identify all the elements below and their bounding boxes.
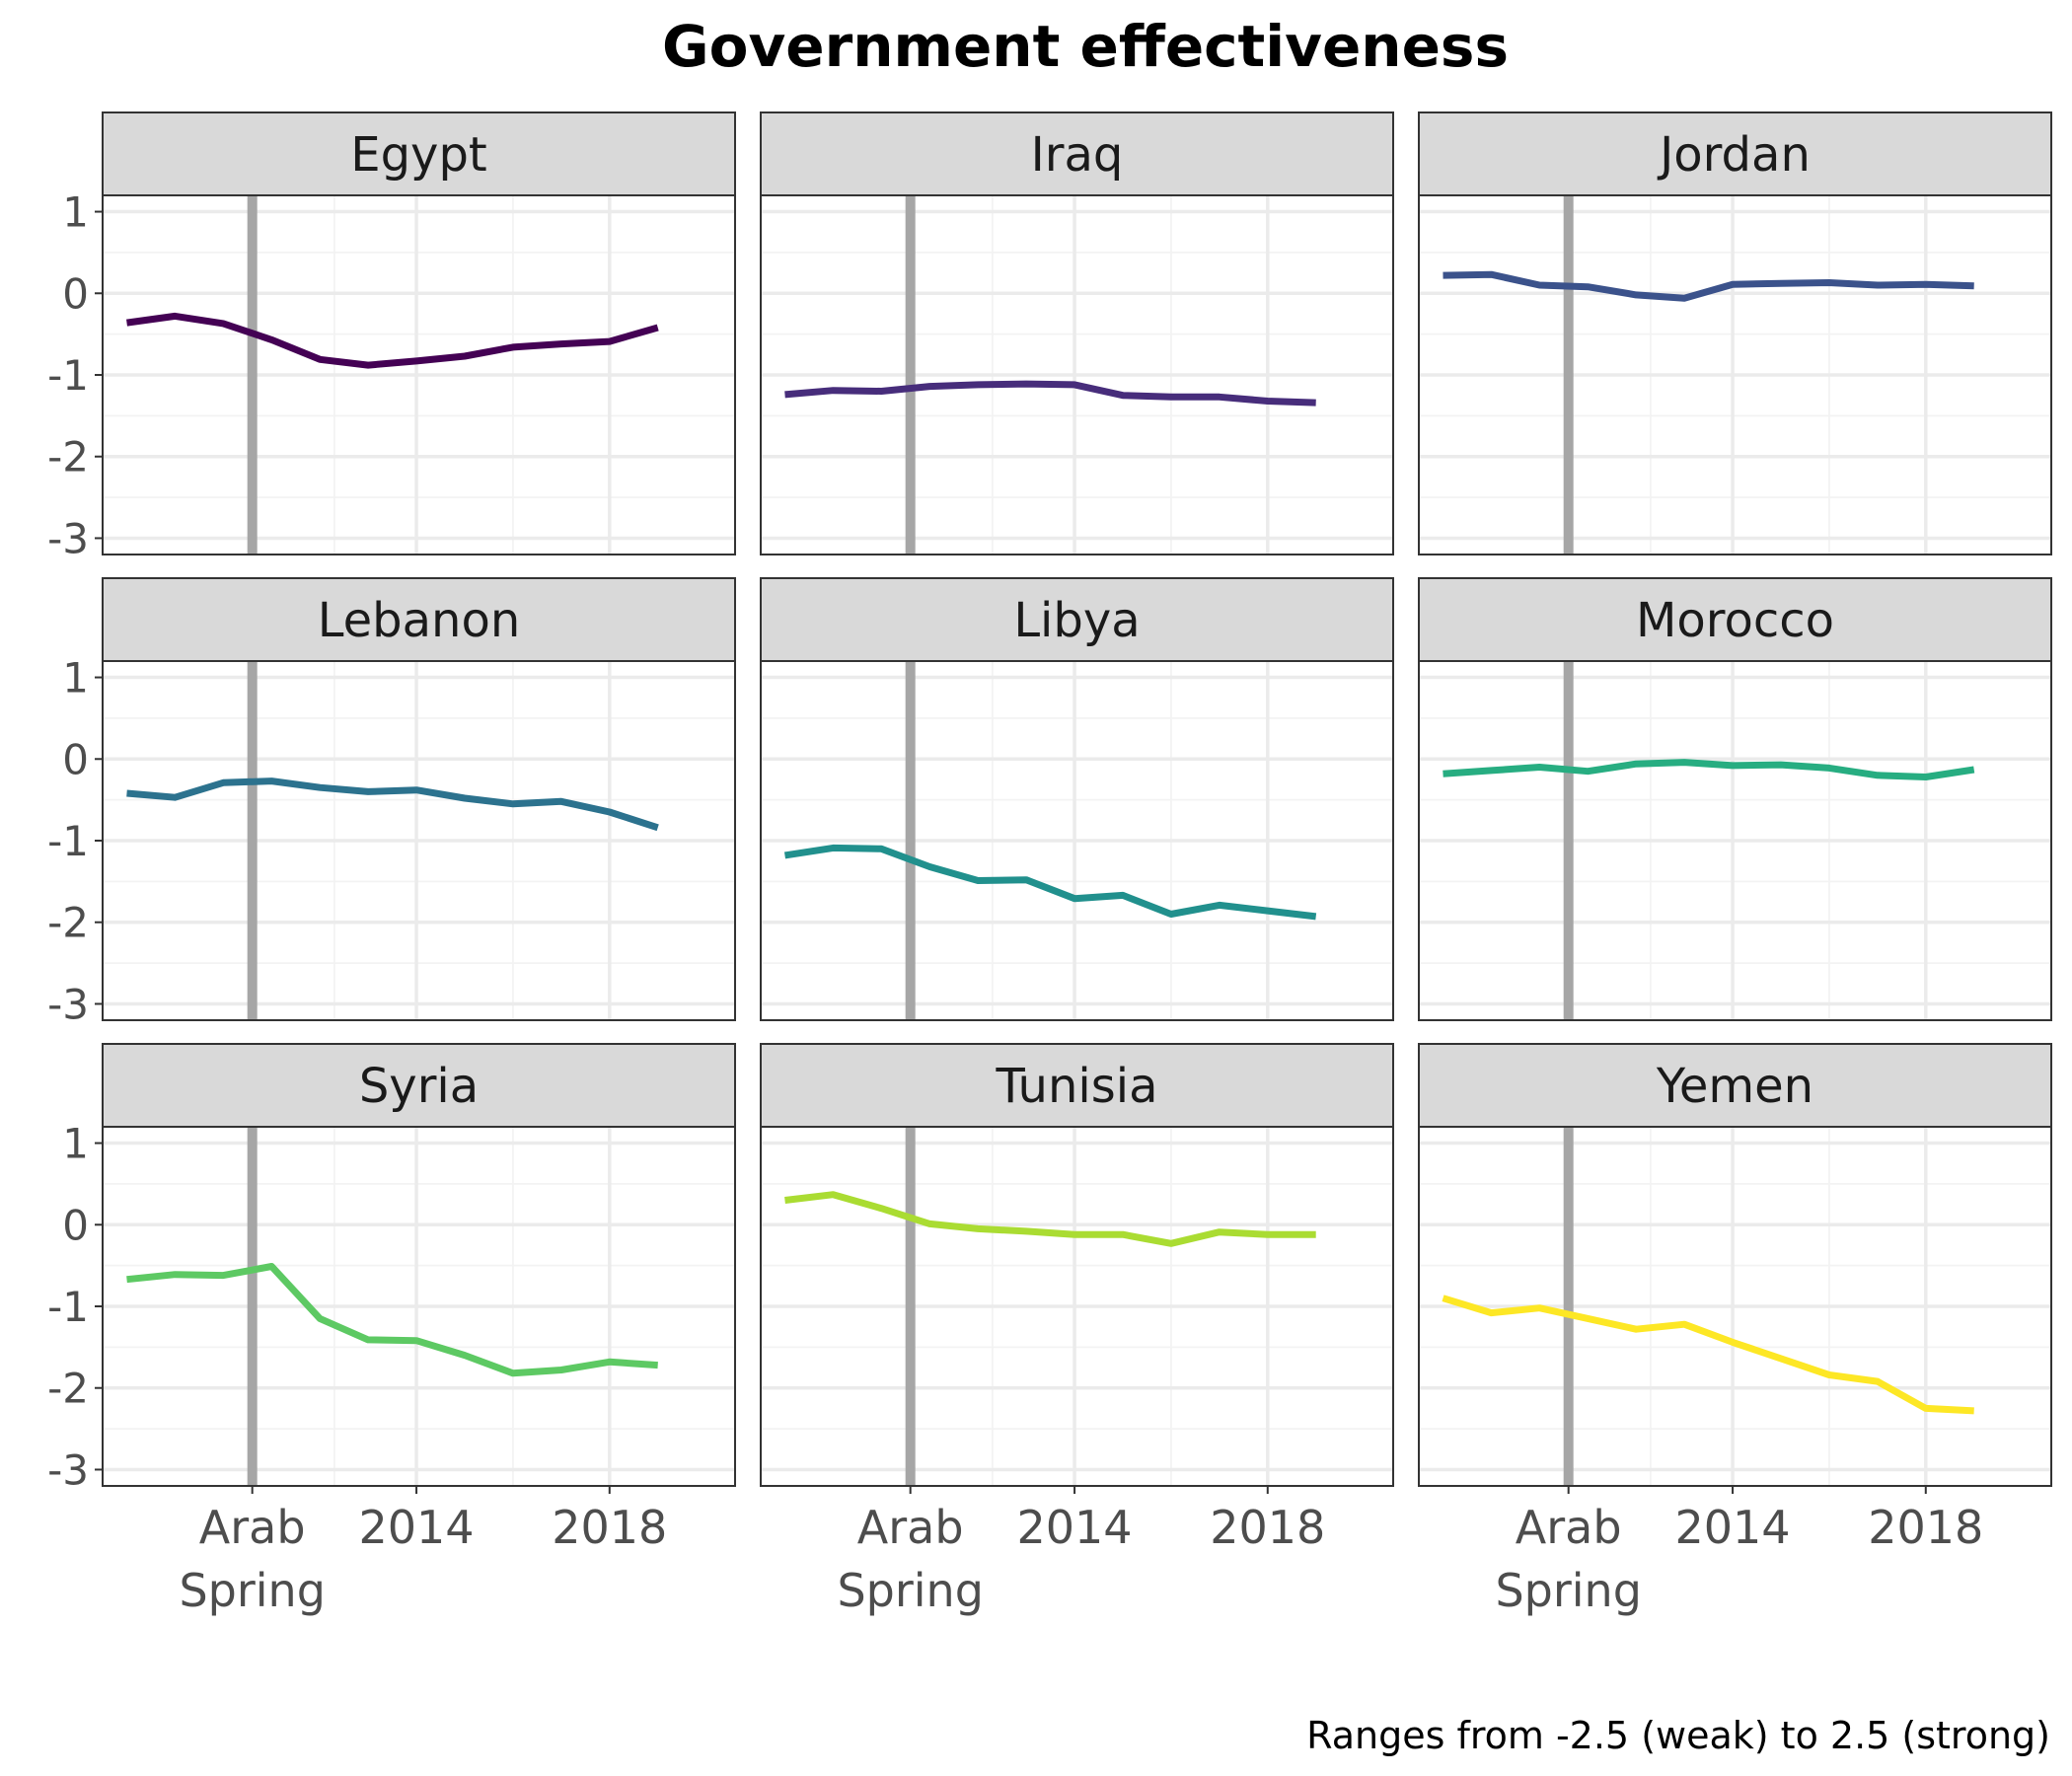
facet-label: Morocco bbox=[1636, 593, 1834, 648]
chart-caption: Ranges from -2.5 (weak) to 2.5 (strong) bbox=[1306, 1714, 2050, 1757]
x-tick-label: Arab Spring bbox=[837, 1501, 983, 1617]
series-line-lebanon bbox=[126, 777, 659, 832]
series-line-egypt bbox=[126, 312, 659, 369]
facet-border bbox=[760, 194, 1394, 555]
facet-strip bbox=[102, 1043, 736, 1128]
y-tick-label: -3 bbox=[47, 1445, 89, 1494]
facet-label: Jordan bbox=[1657, 127, 1811, 183]
facet-strip bbox=[760, 1043, 1394, 1128]
facet-libya: Libya bbox=[760, 577, 1394, 1021]
series-line-yemen bbox=[1442, 1295, 1974, 1415]
series-line-tunisia bbox=[784, 1191, 1316, 1247]
facet-jordan: Jordan bbox=[1418, 111, 2052, 555]
x-tick-label: 2014 bbox=[359, 1501, 475, 1554]
x-tick-label: Arab Spring bbox=[179, 1501, 325, 1617]
facet-iraq: Iraq bbox=[760, 111, 1394, 555]
y-tick-label: -2 bbox=[47, 899, 89, 947]
facet-border bbox=[760, 1126, 1394, 1487]
x-tick-label-line: Spring bbox=[837, 1564, 983, 1617]
y-tick-label: -2 bbox=[47, 1365, 89, 1413]
x-tick-label: 2018 bbox=[1868, 1501, 1983, 1554]
y-tick-label: 0 bbox=[62, 735, 89, 783]
x-tick-label: 2018 bbox=[1210, 1501, 1325, 1554]
facet-border bbox=[1418, 194, 2052, 555]
series-line-iraq bbox=[784, 380, 1316, 407]
series-line-morocco bbox=[1443, 759, 1975, 780]
y-tick-label: -1 bbox=[47, 817, 89, 865]
x-tick-label-line: Spring bbox=[179, 1564, 325, 1617]
y-tick-label: -1 bbox=[47, 1283, 89, 1331]
facet-egypt: Egypt 1 0 -1 -2 -3 bbox=[47, 111, 736, 562]
facet-tunisia: Tunisia Arab Spring 2014 2018 bbox=[760, 1043, 1394, 1617]
facet-label: Yemen bbox=[1656, 1059, 1813, 1114]
y-tick-label: -2 bbox=[47, 433, 89, 481]
series-line-libya bbox=[783, 844, 1317, 921]
y-tick-label: -1 bbox=[47, 351, 89, 400]
facet-label: Tunisia bbox=[996, 1059, 1158, 1114]
facet-strip bbox=[760, 577, 1394, 662]
facet-label: Iraq bbox=[1031, 127, 1124, 183]
facet-label: Egypt bbox=[350, 127, 487, 183]
x-tick-label: 2014 bbox=[1675, 1501, 1791, 1554]
facet-border bbox=[1418, 660, 2052, 1021]
x-tick-label: 2018 bbox=[552, 1501, 667, 1554]
series-line-jordan bbox=[1443, 270, 1974, 302]
facet-strip bbox=[1418, 1043, 2052, 1128]
y-tick-label: -3 bbox=[47, 980, 89, 1028]
facet-yemen: Yemen Arab Spring 2014 2018 bbox=[1418, 1043, 2052, 1617]
facet-strip bbox=[1418, 577, 2052, 662]
y-tick-label: 1 bbox=[62, 188, 89, 237]
y-tick-label: 1 bbox=[62, 1120, 89, 1168]
y-tick-label: -3 bbox=[47, 514, 89, 562]
facet-strip bbox=[760, 111, 1394, 196]
x-tick-label-line: 2018 bbox=[1868, 1501, 1983, 1554]
facet-border bbox=[1418, 1126, 2052, 1487]
x-tick-label: Arab Spring bbox=[1495, 1501, 1641, 1617]
y-tick-label: 0 bbox=[62, 269, 89, 318]
facet-strip bbox=[1418, 111, 2052, 196]
chart-title: Government effectiveness bbox=[662, 13, 1509, 80]
x-tick-label-line: Spring bbox=[1495, 1564, 1641, 1617]
x-tick-label-line: 2014 bbox=[1017, 1501, 1133, 1554]
x-tick-label-line: 2014 bbox=[359, 1501, 475, 1554]
facet-strip bbox=[102, 111, 736, 196]
series-line-syria bbox=[126, 1263, 658, 1377]
x-tick-label: 2014 bbox=[1017, 1501, 1133, 1554]
x-tick-label-line: Arab bbox=[857, 1501, 964, 1554]
x-tick-label-line: Arab bbox=[1516, 1501, 1622, 1554]
x-tick-label-line: 2018 bbox=[552, 1501, 667, 1554]
x-tick-label-line: 2018 bbox=[1210, 1501, 1325, 1554]
x-tick-label-line: 2014 bbox=[1675, 1501, 1791, 1554]
y-tick-label: 0 bbox=[62, 1201, 89, 1249]
facet-morocco: Morocco bbox=[1418, 577, 2052, 1021]
x-tick-label-line: Arab bbox=[199, 1501, 306, 1554]
facet-border bbox=[760, 660, 1394, 1021]
facet-label: Libya bbox=[1013, 593, 1140, 648]
facet-lebanon: Lebanon 1 0 -1 -2 -3 bbox=[47, 577, 736, 1028]
facet-strip bbox=[102, 577, 736, 662]
facet-syria: Syria 1 0 -1 -2 -3 Arab Spring 2014 2018 bbox=[47, 1043, 736, 1617]
facet-label: Lebanon bbox=[318, 593, 521, 648]
y-tick-label: 1 bbox=[62, 654, 89, 703]
facet-label: Syria bbox=[359, 1059, 479, 1114]
facet-grid: Egypt 1 0 -1 -2 -3 Iraq Jordan Lebanon 1 0 -1 -2 -3 Li… bbox=[47, 111, 2052, 1617]
